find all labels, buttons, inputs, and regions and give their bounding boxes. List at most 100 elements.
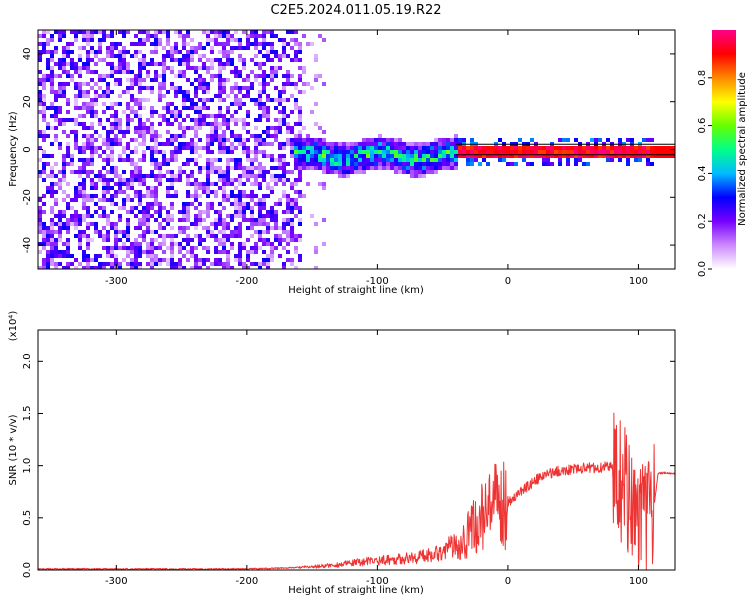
- spectrogram-cell: [186, 182, 190, 186]
- spectrogram-cell: [94, 194, 98, 198]
- spectrogram-cell: [78, 146, 82, 150]
- spectrogram-cell: [342, 166, 346, 170]
- spectrogram-cell: [150, 78, 154, 82]
- spectrogram-cell: [450, 138, 454, 142]
- spectrogram-cell: [82, 106, 86, 110]
- spectrogram-cell: [150, 242, 154, 246]
- spectrogram-cell: [502, 154, 506, 158]
- spectrogram-cell: [170, 170, 174, 174]
- spectrogram-cell: [410, 154, 414, 158]
- spectrogram-cell: [114, 242, 118, 246]
- spectrogram-cell: [274, 158, 278, 162]
- spectrogram-cell: [198, 166, 202, 170]
- spectrogram-cell: [546, 146, 550, 150]
- spectrogram-cell: [258, 170, 262, 174]
- spectrogram-cell: [134, 190, 138, 194]
- spectrogram-cell: [342, 150, 346, 154]
- spectrogram-cell: [314, 74, 318, 78]
- spectrogram-cell: [142, 206, 146, 210]
- spectrogram-cell: [50, 186, 54, 190]
- spectrogram-cell: [82, 62, 86, 66]
- spectrogram-cell: [498, 150, 502, 154]
- spectrogram-cell: [174, 74, 178, 78]
- spectrogram-cell: [154, 158, 158, 162]
- spectrogram-cell: [82, 190, 86, 194]
- spectrogram-cell: [230, 90, 234, 94]
- spectrogram-cell: [298, 170, 302, 174]
- spectrogram-cell: [38, 110, 42, 114]
- spectrogram-cell: [126, 30, 130, 34]
- spectrogram-cell: [54, 250, 58, 254]
- spectrogram-cell: [538, 150, 542, 154]
- spectrogram-cell: [86, 66, 90, 70]
- spectrogram-cell: [106, 34, 110, 38]
- spectrogram-cell: [522, 146, 526, 150]
- spectrogram-cell: [222, 262, 226, 266]
- spectrogram-cell: [42, 130, 46, 134]
- spectrogram-cell: [218, 114, 222, 118]
- spectrogram-cell: [342, 142, 346, 146]
- spectrogram-cell: [174, 266, 178, 269]
- spectrogram-cell: [334, 154, 338, 158]
- spectrogram-cell: [86, 82, 90, 86]
- spectrogram-cell: [570, 146, 574, 150]
- spectrogram-cell: [150, 162, 154, 166]
- spectrogram-cell: [238, 214, 242, 218]
- spectrogram-cell: [178, 174, 182, 178]
- spectrogram-cell: [382, 146, 386, 150]
- spectrogram-cell: [186, 242, 190, 246]
- spectrogram-cell: [254, 30, 258, 34]
- spectrogram-cell: [262, 70, 266, 74]
- spectrogram-cell: [118, 118, 122, 122]
- spectrogram-cell: [134, 130, 138, 134]
- spectrogram-cell: [166, 170, 170, 174]
- spectrogram-cell: [350, 150, 354, 154]
- spectrogram-cell: [190, 106, 194, 110]
- spectrogram-cell: [106, 86, 110, 90]
- spectrogram-cell: [46, 74, 50, 78]
- spectrogram-cell: [58, 90, 62, 94]
- spectrogram-cell: [138, 198, 142, 202]
- spectrogram-cell: [254, 150, 258, 154]
- spectrogram-cell: [326, 142, 330, 146]
- spectrogram-cell: [398, 170, 402, 174]
- spectrogram-cell: [270, 254, 274, 258]
- spectrogram-cell: [138, 122, 142, 126]
- spectrogram-cell: [218, 238, 222, 242]
- spectrogram-cell: [158, 258, 162, 262]
- spectrogram-cell: [42, 170, 46, 174]
- spectrogram-cell: [54, 30, 58, 34]
- spectrogram-cell: [290, 170, 294, 174]
- spectrogram-cell: [114, 234, 118, 238]
- colorbar-tick-label: 0.4: [697, 165, 708, 181]
- spectrogram-cell: [342, 162, 346, 166]
- spectrogram-cell: [406, 142, 410, 146]
- spectrogram-cell: [338, 146, 342, 150]
- spectrogram-cell: [222, 90, 226, 94]
- spectrogram-cell: [166, 262, 170, 266]
- y-tick-label: 1.5: [22, 406, 33, 422]
- spectrogram-cell: [138, 98, 142, 102]
- spectrogram-cell: [190, 202, 194, 206]
- spectrogram-cell: [294, 158, 298, 162]
- spectrogram-cell: [310, 86, 314, 90]
- spectrogram-cell: [262, 130, 266, 134]
- spectrogram-cell: [98, 230, 102, 234]
- spectrogram-cell: [266, 194, 270, 198]
- spectrogram-cell: [554, 154, 558, 158]
- spectrogram-cell: [150, 138, 154, 142]
- spectrogram-cell: [314, 138, 318, 142]
- spectrogram-cell: [566, 138, 570, 142]
- spectrogram-cell: [142, 126, 146, 130]
- spectrogram-cell: [226, 78, 230, 82]
- spectrogram-cell: [138, 90, 142, 94]
- spectrogram-cell: [58, 214, 62, 218]
- spectrogram-cell: [294, 202, 298, 206]
- spectrogram-cell: [106, 146, 110, 150]
- spectrogram-cell: [82, 254, 86, 258]
- spectrogram-cell: [374, 158, 378, 162]
- spectrogram-cell: [374, 154, 378, 158]
- spectrogram-cell: [106, 158, 110, 162]
- spectrogram-cell: [258, 150, 262, 154]
- spectrogram-cell: [182, 74, 186, 78]
